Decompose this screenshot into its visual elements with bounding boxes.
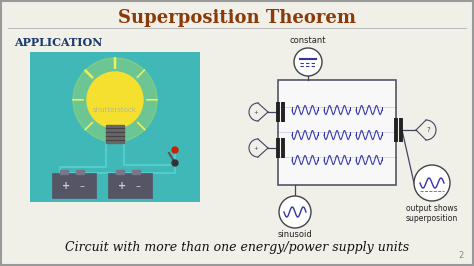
Text: output shows
superposition: output shows superposition	[406, 204, 458, 223]
Bar	[30, 52, 200, 202]
Bar	[278, 80, 396, 185]
Text: –: –	[80, 181, 84, 191]
Bar	[106, 125, 124, 143]
Bar	[52, 173, 96, 198]
Text: sinusoid: sinusoid	[278, 230, 312, 239]
Text: +: +	[254, 110, 258, 114]
Circle shape	[87, 72, 143, 128]
Circle shape	[294, 48, 322, 76]
Bar	[108, 173, 152, 198]
Text: –: –	[136, 181, 140, 191]
Bar	[76, 170, 84, 174]
Text: +: +	[118, 181, 126, 191]
Text: Circuit with more than one energy/power supply units: Circuit with more than one energy/power …	[65, 242, 409, 255]
Text: +: +	[62, 181, 70, 191]
Circle shape	[414, 165, 450, 201]
Circle shape	[73, 58, 157, 142]
Text: +: +	[254, 146, 258, 151]
Circle shape	[172, 147, 178, 153]
Text: 2: 2	[459, 251, 464, 260]
Bar	[116, 170, 124, 174]
Bar	[132, 170, 140, 174]
Text: ?: ?	[426, 127, 430, 133]
Bar	[60, 170, 68, 174]
Text: constant: constant	[290, 36, 326, 45]
Text: shutterstock: shutterstock	[93, 107, 137, 113]
Circle shape	[279, 196, 311, 228]
Circle shape	[172, 160, 178, 166]
Text: APPLICATION: APPLICATION	[14, 36, 102, 48]
Text: Superposition Theorem: Superposition Theorem	[118, 9, 356, 27]
